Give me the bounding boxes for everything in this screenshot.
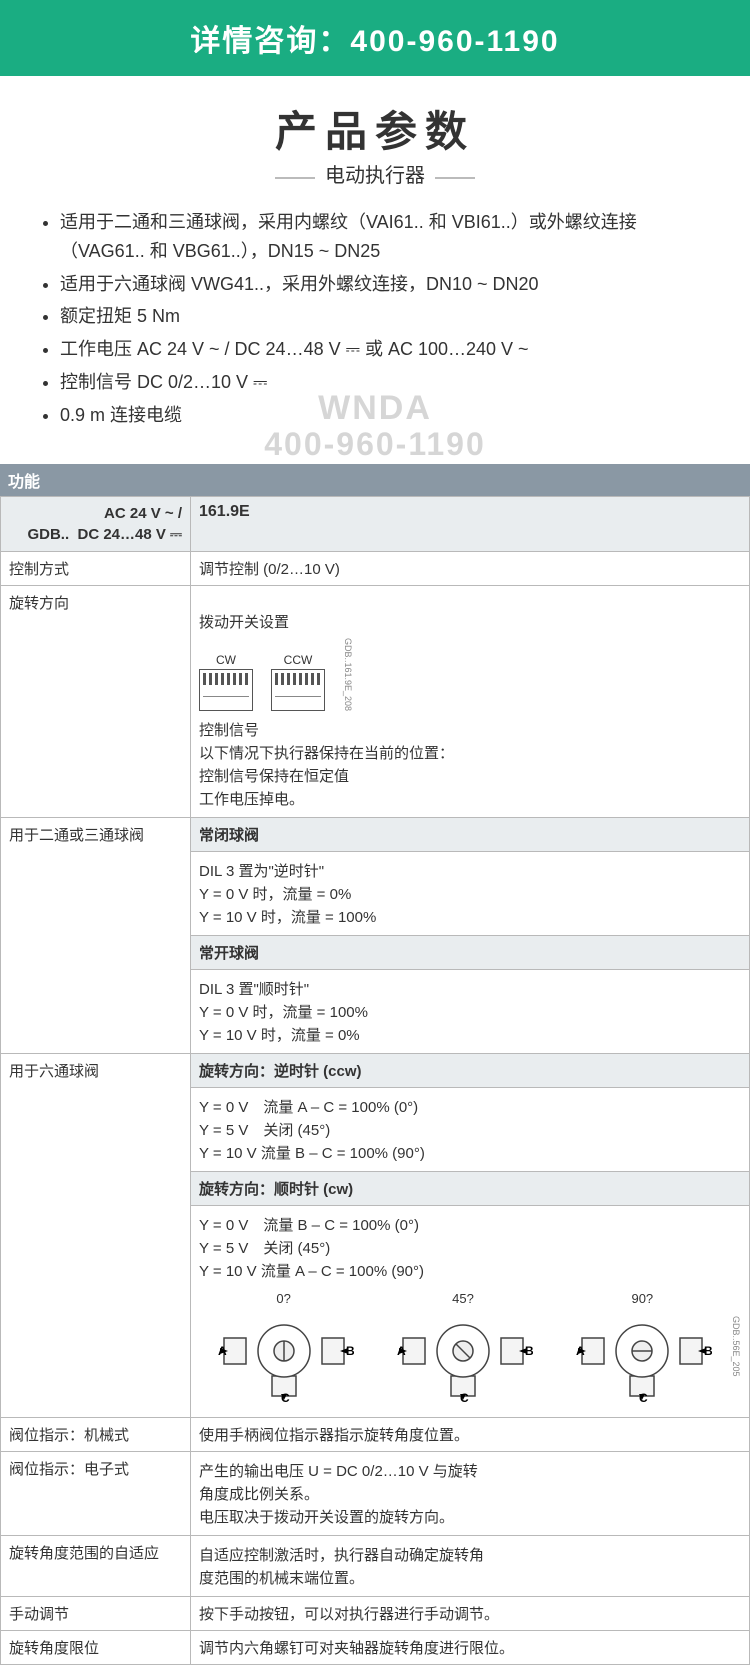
page-subtitle: 电动执行器	[325, 165, 425, 187]
row-label-control-mode: 控制方式	[1, 551, 191, 585]
row-label-pos-mech: 阀位指示：机械式	[1, 1417, 191, 1451]
row-value-pos-mech: 使用手柄阀位指示器指示旋转角度位置。	[191, 1417, 750, 1451]
dip-ccw-label: CCW	[271, 653, 325, 667]
subtitle-row: 电动执行器	[0, 159, 750, 188]
subhead-six-ccw: 旋转方向：逆时针 (ccw)	[191, 1053, 750, 1087]
dip-cw-label: CW	[199, 653, 253, 667]
dip-ccw-icon	[271, 669, 325, 711]
row-value-six-cw: Y = 0 V 流量 B – C = 100% (0°) Y = 5 V 关闭 …	[191, 1205, 750, 1417]
diagram-deg-90: 90?	[558, 1291, 727, 1306]
six-way-diagrams: 0? A B	[199, 1291, 727, 1407]
diagram-deg-45: 45?	[378, 1291, 547, 1306]
row-label-six-way: 用于六通球阀	[1, 1053, 191, 1417]
spec-item: 适用于六通球阀 VWG41..，采用外螺纹连接，DN10 ~ DN20	[60, 270, 720, 299]
row-value-no-valve: DIL 3 置"顺时针" Y = 0 V 时，流量 = 100% Y = 10 …	[191, 969, 750, 1053]
divider-left	[275, 177, 315, 179]
spec-item: 控制信号 DC 0/2…10 V ⎓	[60, 368, 720, 397]
dip-cw-icon	[199, 669, 253, 711]
row-value-nc-valve: DIL 3 置为"逆时针" Y = 0 V 时，流量 = 0% Y = 10 V…	[191, 851, 750, 935]
spec-item: 工作电压 AC 24 V ~ / DC 24…48 V ⎓ 或 AC 100…2…	[60, 335, 720, 364]
row-value-rotation-dir: 拨动开关设置 CW CCW GDB..161.9E_208 控制信号 以下情况下…	[191, 585, 750, 817]
row-label-rotation-dir: 旋转方向	[1, 585, 191, 817]
row-value-pos-elec: 产生的输出电压 U = DC 0/2…10 V 与旋转 角度成比例关系。 电压取…	[191, 1451, 750, 1535]
row-label-pos-elec: 阀位指示：电子式	[1, 1451, 191, 1535]
row-label-limit: 旋转角度限位	[1, 1630, 191, 1664]
spec-item: 额定扭矩 5 Nm	[60, 302, 720, 331]
spec-item: 适用于二通和三通球阀，采用内螺纹（VAI61.. 和 VBI61..）或外螺纹连…	[60, 208, 720, 266]
spec-item: 0.9 m 连接电缆	[60, 401, 720, 430]
row-label-two-three-way: 用于二通或三通球阀	[1, 817, 191, 1053]
row-value-control-mode: 调节控制 (0/2…10 V)	[191, 551, 750, 585]
diagram-code-label: GDB..56E_205	[731, 1316, 741, 1377]
valve-diagram-0-icon: A B C	[214, 1308, 354, 1403]
dip-switch-diagram: CW CCW GDB..161.9E_208	[199, 638, 741, 711]
row-value-manual: 按下手动按钮，可以对执行器进行手动调节。	[191, 1596, 750, 1630]
function-section-header: 功能	[0, 464, 750, 496]
divider-right	[435, 177, 475, 179]
valve-diagram-45-icon: A B C	[393, 1308, 533, 1403]
title-block: 产品参数 电动执行器	[0, 76, 750, 198]
diagram-deg-0: 0?	[199, 1291, 368, 1306]
spec-list: 适用于二通和三通球阀，采用内螺纹（VAI61.. 和 VBI61..）或外螺纹连…	[0, 198, 750, 440]
subhead-no-valve: 常开球阀	[191, 935, 750, 969]
row-label-manual: 手动调节	[1, 1596, 191, 1630]
page-title: 产品参数	[0, 98, 750, 159]
function-table: AC 24 V ~ / GDB.. DC 24…48 V ⎓ 161.9E 控制…	[0, 496, 750, 1665]
subhead-nc-valve: 常闭球阀	[191, 817, 750, 851]
subhead-six-cw: 旋转方向：顺时针 (cw)	[191, 1171, 750, 1205]
dip-code-label: GDB..161.9E_208	[343, 638, 353, 711]
row-value-limit: 调节内六角螺钉可对夹轴器旋转角度进行限位。	[191, 1630, 750, 1664]
row-value-six-ccw: Y = 0 V 流量 A – C = 100% (0°) Y = 5 V 关闭 …	[191, 1087, 750, 1171]
row-label-adaptive: 旋转角度范围的自适应	[1, 1535, 191, 1596]
header-model: 161.9E	[191, 496, 750, 551]
row-value-adaptive: 自适应控制激活时，执行器自动确定旋转角 度范围的机械末端位置。	[191, 1535, 750, 1596]
valve-diagram-90-icon: A B C	[572, 1308, 712, 1403]
contact-banner: 详情咨询：400-960-1190	[0, 0, 750, 76]
header-voltage: AC 24 V ~ / GDB.. DC 24…48 V ⎓	[1, 496, 191, 551]
